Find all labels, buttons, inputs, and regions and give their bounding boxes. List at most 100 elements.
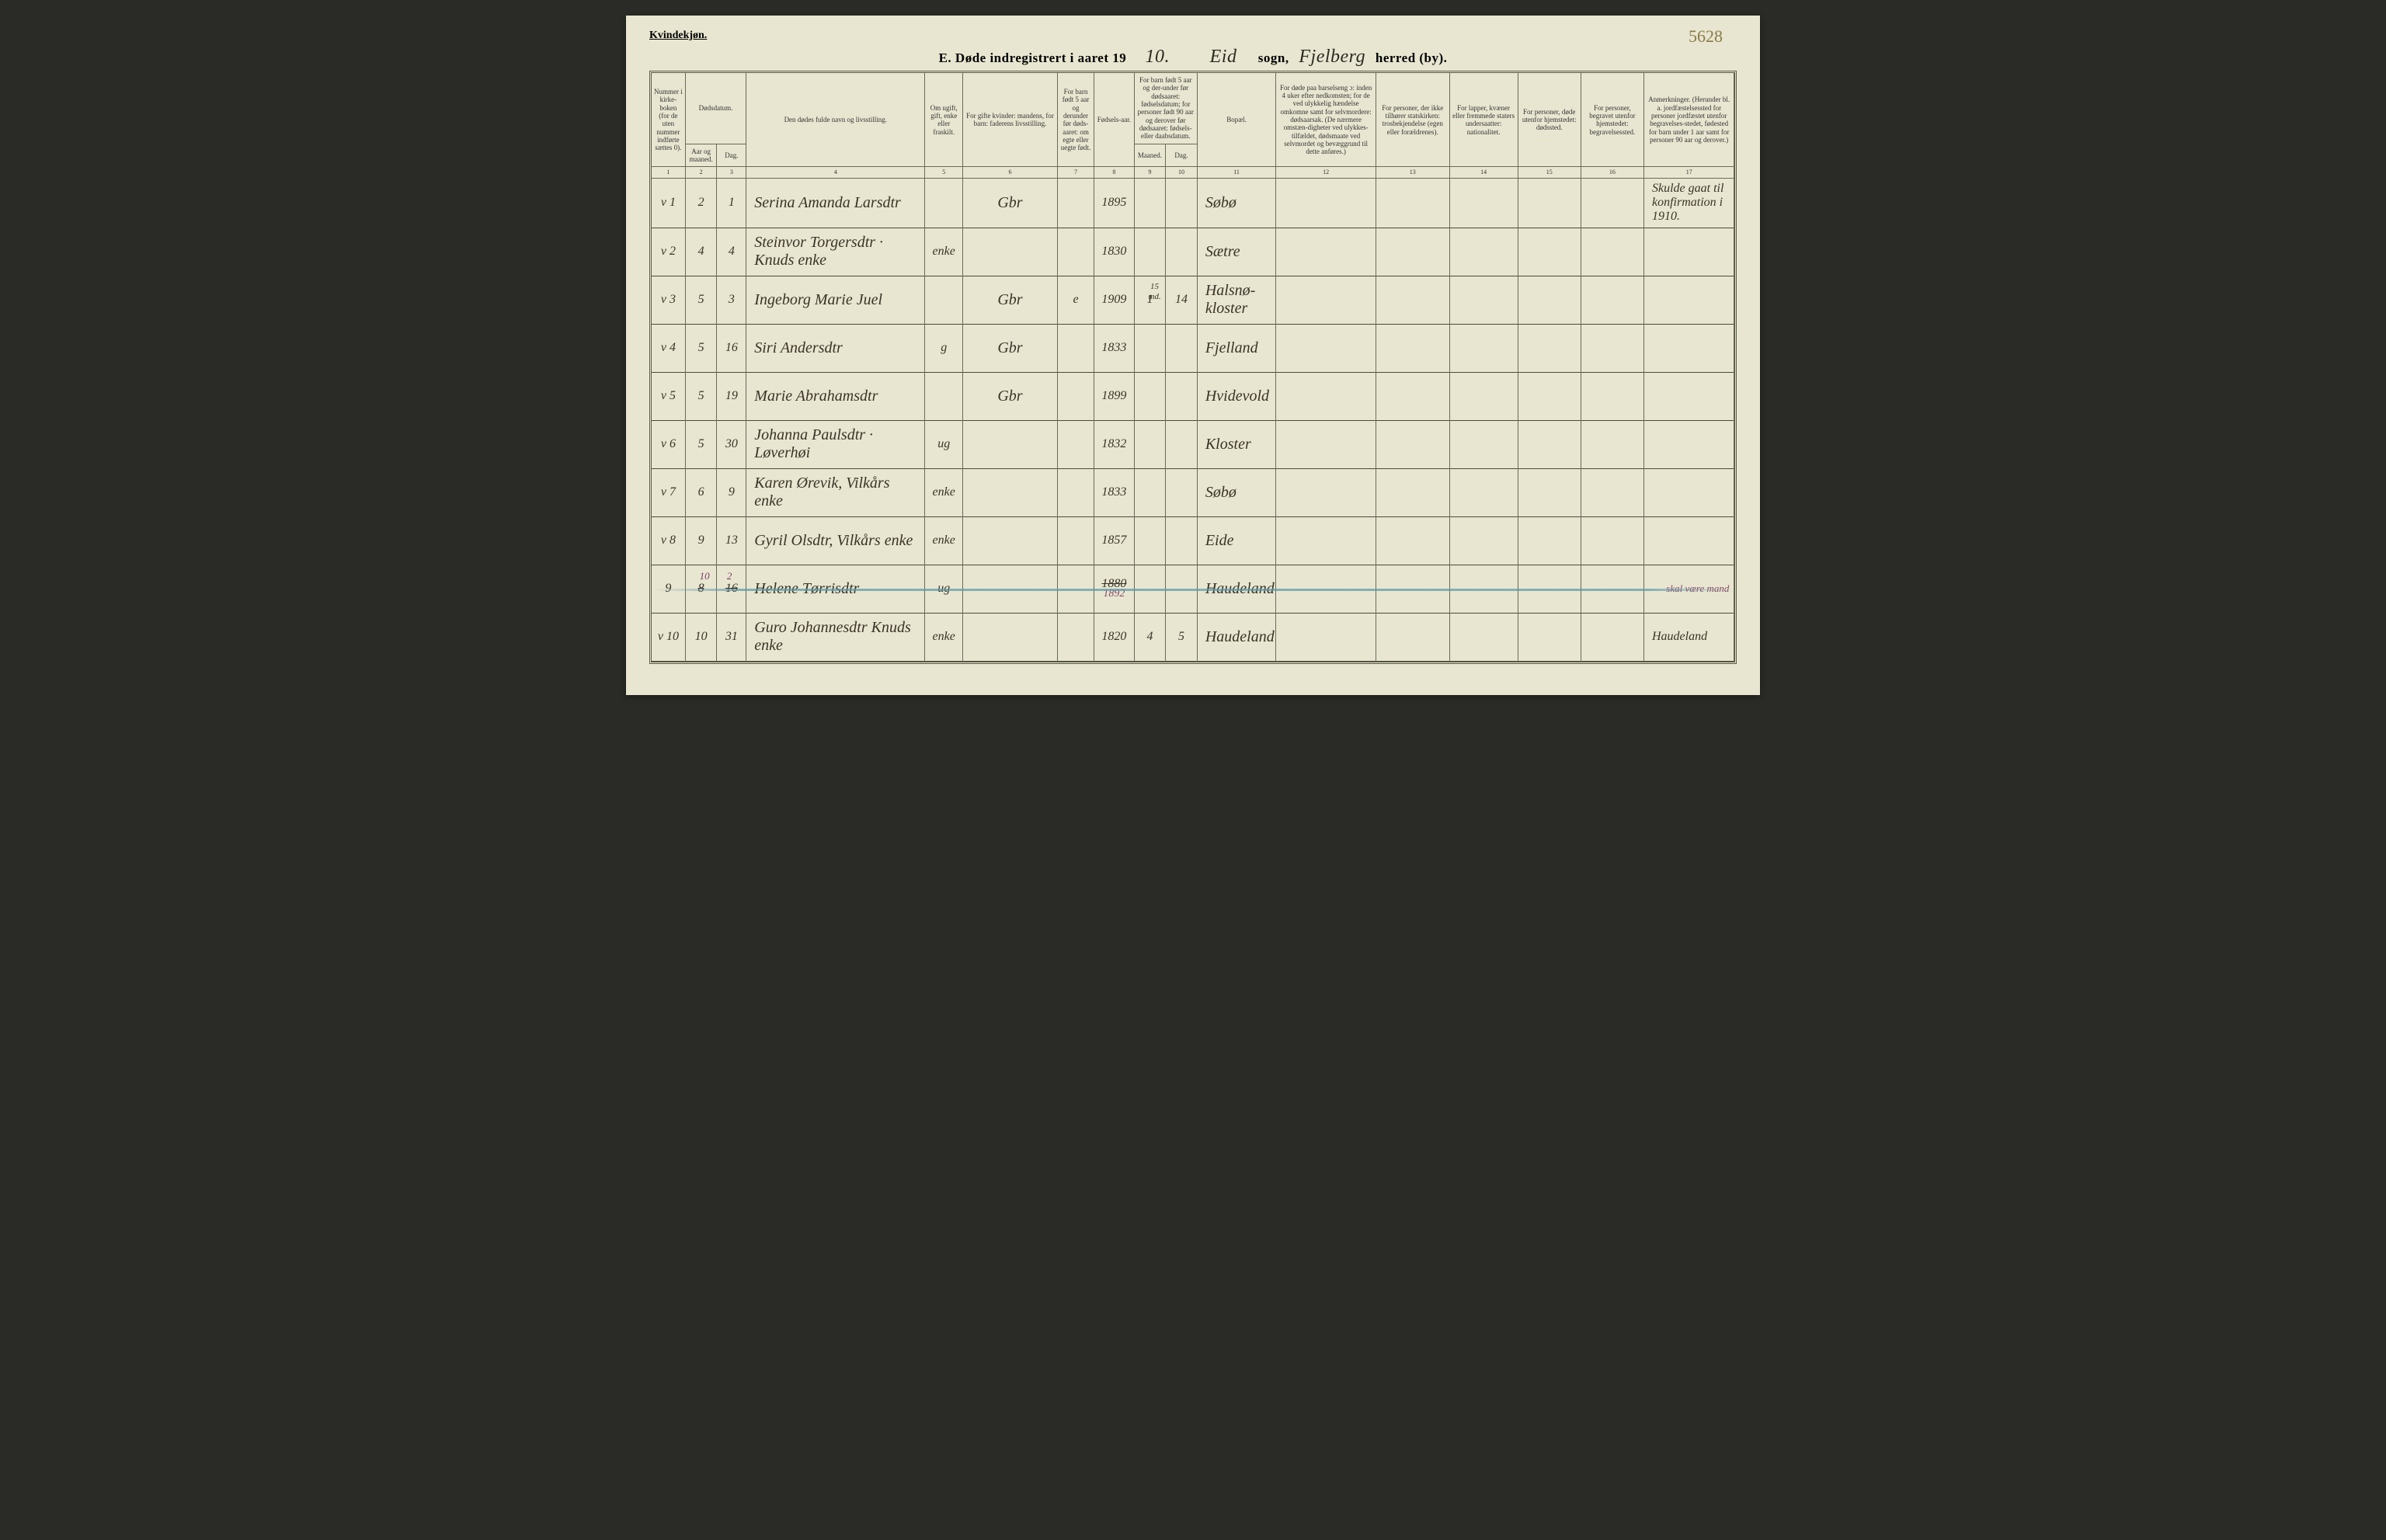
cell-13 xyxy=(1376,276,1449,324)
cell-status xyxy=(925,276,963,324)
cell-status: ug xyxy=(925,420,963,468)
cell-birthyear: 1820 xyxy=(1094,613,1134,661)
title-district: Fjelberg xyxy=(1292,47,1372,68)
cell-birth-month xyxy=(1134,516,1166,565)
cell-month: 6 xyxy=(685,468,717,516)
corner-annotation: 5628 xyxy=(1689,26,1723,47)
cell-birth-month: 15 md.1 xyxy=(1134,276,1166,324)
hdr-7: For barn født 5 aar og derunder før døds… xyxy=(1057,73,1094,167)
title-line: E. Døde indregistrert i aaret 1910. Eid … xyxy=(649,47,1737,68)
table-row: v 353Ingeborg Marie JuelGbre190915 md.11… xyxy=(652,276,1734,324)
cell-day: 9 xyxy=(717,468,746,516)
hdr-2-top: Dødsdatum. xyxy=(685,73,746,144)
cell-15 xyxy=(1518,276,1581,324)
cell-number: v 6 xyxy=(652,420,685,468)
cell-month: 4 xyxy=(685,228,717,276)
cell-occupation xyxy=(963,468,1058,516)
colnum: 3 xyxy=(717,167,746,178)
cell-birth-day xyxy=(1166,516,1198,565)
title-year: 10. xyxy=(1126,47,1188,68)
cell-day: 216 xyxy=(717,565,746,613)
cell-legit xyxy=(1057,420,1094,468)
cell-15 xyxy=(1518,372,1581,420)
cell-15 xyxy=(1518,420,1581,468)
cell-14 xyxy=(1449,324,1518,372)
cell-legit xyxy=(1057,468,1094,516)
cell-month: 108 xyxy=(685,565,717,613)
cell-name: Steinvor Torgersdtr · Knuds enke xyxy=(746,228,925,276)
title-parish: Eid xyxy=(1192,47,1254,68)
hdr-6: For gifte kvinder: mandens, for barn: fa… xyxy=(963,73,1058,167)
cell-number: v 8 xyxy=(652,516,685,565)
cell-number: v 5 xyxy=(652,372,685,420)
colnum: 15 xyxy=(1518,167,1581,178)
cell-14 xyxy=(1449,516,1518,565)
cell-residence: Halsnø-kloster xyxy=(1197,276,1276,324)
cell-name: Karen Ørevik, Vilkårs enke xyxy=(746,468,925,516)
cell-birth-month xyxy=(1134,468,1166,516)
cell-12 xyxy=(1276,565,1376,613)
hdr-9-top: For barn født 5 aar og der-under før død… xyxy=(1134,73,1197,144)
cell-birth-day xyxy=(1166,565,1198,613)
cell-status: enke xyxy=(925,613,963,661)
cell-birth-day xyxy=(1166,178,1198,228)
colnum: 5 xyxy=(925,167,963,178)
cell-14 xyxy=(1449,565,1518,613)
cell-birth-day: 5 xyxy=(1166,613,1198,661)
cell-name: Siri Andersdtr xyxy=(746,324,925,372)
cell-birthyear: 1857 xyxy=(1094,516,1134,565)
cell-occupation: Gbr xyxy=(963,276,1058,324)
cell-legit xyxy=(1057,372,1094,420)
cell-birth-day xyxy=(1166,372,1198,420)
cell-day: 4 xyxy=(717,228,746,276)
hdr-5: Om ugift, gift, enke eller fraskilt. xyxy=(925,73,963,167)
cell-15 xyxy=(1518,565,1581,613)
label-sogn: sogn, xyxy=(1258,50,1289,65)
cell-16 xyxy=(1581,565,1643,613)
table-header: Nummer i kirke-boken (for de uten nummer… xyxy=(652,73,1734,178)
colnum: 7 xyxy=(1057,167,1094,178)
cell-13 xyxy=(1376,613,1449,661)
cell-16 xyxy=(1581,276,1643,324)
ledger-page: Kvindekjøn. 5628 E. Døde indregistrert i… xyxy=(626,16,1760,695)
cell-14 xyxy=(1449,178,1518,228)
cell-16 xyxy=(1581,468,1643,516)
cell-status: enke xyxy=(925,228,963,276)
cell-name: Serina Amanda Larsdtr xyxy=(746,178,925,228)
cell-residence: Kloster xyxy=(1197,420,1276,468)
label-herred: herred (by). xyxy=(1376,50,1448,65)
cell-14 xyxy=(1449,613,1518,661)
cell-14 xyxy=(1449,420,1518,468)
cell-15 xyxy=(1518,613,1581,661)
cell-occupation: Gbr xyxy=(963,324,1058,372)
colnum: 1 xyxy=(652,167,685,178)
title-prefix: E. Døde indregistrert i aaret 19 xyxy=(939,50,1127,65)
cell-12 xyxy=(1276,276,1376,324)
cell-remark: Haudeland xyxy=(1644,613,1734,661)
cell-15 xyxy=(1518,178,1581,228)
cell-name: Ingeborg Marie Juel xyxy=(746,276,925,324)
colnum: 12 xyxy=(1276,167,1376,178)
table-row: v 6530Johanna Paulsdtr · Løverhøiug1832K… xyxy=(652,420,1734,468)
cell-12 xyxy=(1276,420,1376,468)
cell-residence: Eide xyxy=(1197,516,1276,565)
cell-birth-day xyxy=(1166,420,1198,468)
cell-status: g xyxy=(925,324,963,372)
cell-remark xyxy=(1644,324,1734,372)
hdr-9b: Dag. xyxy=(1166,144,1198,167)
cell-birthyear: 18801892 xyxy=(1094,565,1134,613)
cell-residence: Hvidevold xyxy=(1197,372,1276,420)
cell-birthyear: 1833 xyxy=(1094,468,1134,516)
cell-birth-month xyxy=(1134,420,1166,468)
cell-birth-month xyxy=(1134,372,1166,420)
cell-month: 5 xyxy=(685,420,717,468)
cell-remark: skal være mand xyxy=(1644,565,1734,613)
hdr-11: Bopæl. xyxy=(1197,73,1276,167)
cell-status xyxy=(925,178,963,228)
cell-number: v 4 xyxy=(652,324,685,372)
cell-month: 5 xyxy=(685,324,717,372)
hdr-16: For personer, begravet utenfor hjemstede… xyxy=(1581,73,1643,167)
cell-month: 9 xyxy=(685,516,717,565)
table-body: v 121Serina Amanda LarsdtrGbr1895SøbøSku… xyxy=(652,178,1734,661)
cell-status: enke xyxy=(925,468,963,516)
